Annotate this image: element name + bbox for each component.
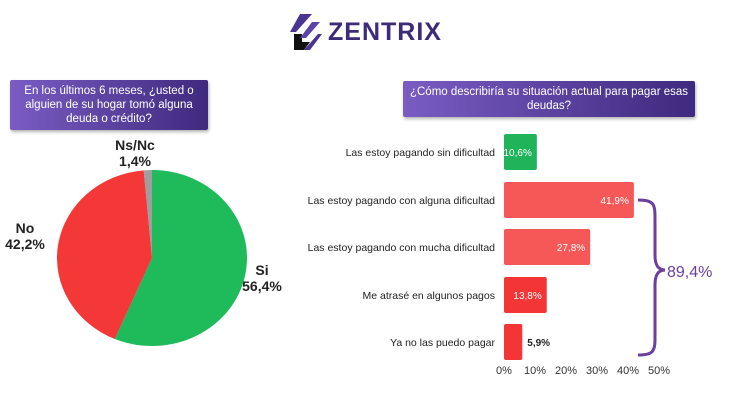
bar bbox=[504, 134, 537, 170]
pie-label: No bbox=[16, 220, 35, 236]
bar-category-label: Ya no las puedo pagar bbox=[390, 337, 495, 349]
bar bbox=[504, 229, 591, 265]
pie-value-label: 1,4% bbox=[119, 153, 151, 169]
brace bbox=[637, 198, 666, 357]
pie-slice-no bbox=[56, 170, 152, 339]
x-tick-label: 40% bbox=[617, 365, 639, 377]
bar-category-label: Las estoy pagando con alguna dificultad bbox=[308, 195, 496, 207]
logo: ZENTRIX bbox=[290, 12, 442, 52]
bar-value-label: 10,6% bbox=[504, 148, 532, 159]
bar-value-label: 27,8% bbox=[557, 243, 585, 254]
brand-name: ZENTRIX bbox=[328, 17, 442, 46]
x-tick-label: 10% bbox=[524, 365, 546, 377]
pie-slice-si bbox=[114, 170, 247, 346]
total-annotation: 89,4% bbox=[667, 264, 712, 281]
x-tick-label: 20% bbox=[555, 365, 577, 377]
zentrix-logo-icon bbox=[290, 14, 322, 50]
x-tick-label: 30% bbox=[586, 365, 608, 377]
bar bbox=[504, 277, 547, 313]
bar-category-label: Las estoy pagando sin dificultad bbox=[346, 147, 496, 159]
bar bbox=[504, 324, 523, 360]
x-tick-label: 0% bbox=[496, 365, 512, 377]
bar-value-label: 13,8% bbox=[513, 291, 541, 302]
bar-category-label: Las estoy pagando con mucha dificultad bbox=[308, 242, 496, 254]
bar-question: ¿Cómo describiría su situación actual pa… bbox=[403, 81, 695, 117]
pie-label: Ns/Nc bbox=[115, 137, 155, 153]
pie-value-label: 42,2% bbox=[5, 236, 45, 252]
pie-question: En los últimos 6 meses, ¿usted o alguien… bbox=[10, 80, 208, 130]
bar bbox=[504, 182, 634, 218]
bar-value-label: 5,9% bbox=[527, 338, 550, 349]
pie-label: Si bbox=[255, 262, 268, 278]
pie-slice-nsnc bbox=[143, 170, 152, 258]
bar-value-label: 41,9% bbox=[601, 196, 629, 207]
bar-category-label: Me atrasé en algunos pagos bbox=[362, 290, 495, 302]
pie-value-label: 56,4% bbox=[242, 278, 282, 294]
x-tick-label: 50% bbox=[648, 365, 670, 377]
